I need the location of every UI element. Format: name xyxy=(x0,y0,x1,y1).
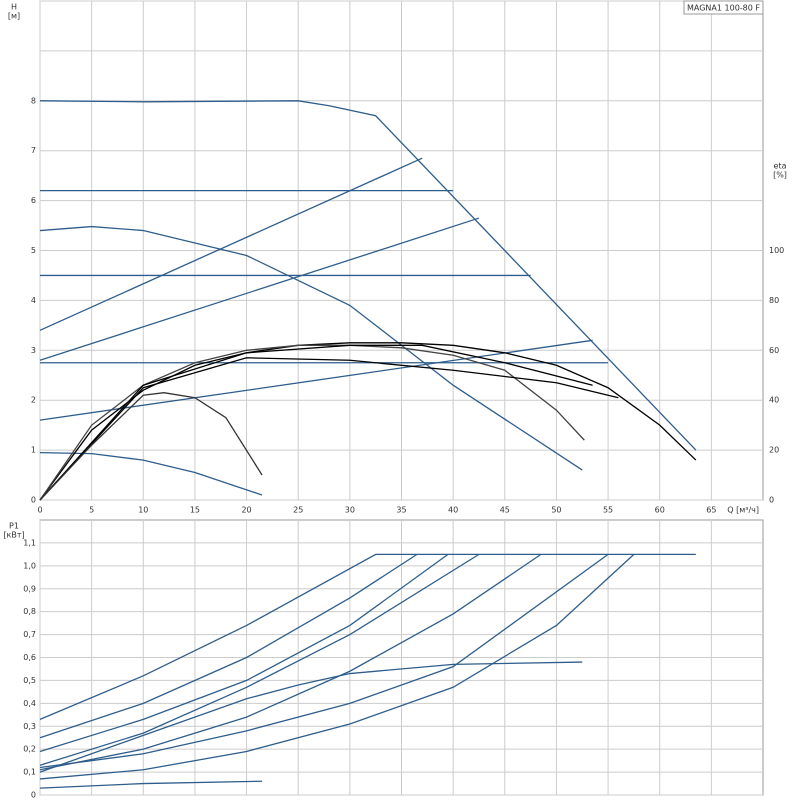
y2-axis-unit: [%] xyxy=(773,171,787,180)
y2-tick-label: 100 xyxy=(769,246,784,255)
y-tick-label: 0 xyxy=(31,791,36,800)
y2-tick-label: 0 xyxy=(769,496,774,505)
y2-tick-label: 60 xyxy=(769,346,779,355)
curve xyxy=(39,100,697,451)
y-axis-unit: [кВт] xyxy=(3,531,24,540)
x-tick-label: 15 xyxy=(190,506,200,515)
y-tick-label: 5 xyxy=(31,246,36,255)
curve xyxy=(39,661,583,773)
curve xyxy=(39,553,635,780)
y-tick-label: 0,5 xyxy=(23,676,36,685)
y-tick-label: 1,1 xyxy=(23,538,36,547)
y2-tick-label: 80 xyxy=(769,296,779,305)
y2-tick-label: 20 xyxy=(769,446,779,455)
curve xyxy=(39,553,418,739)
curve xyxy=(39,553,449,753)
y-axis-unit: [м] xyxy=(8,12,20,21)
y-tick-label: 0,6 xyxy=(23,653,36,662)
y-tick-label: 0 xyxy=(31,496,36,505)
x-tick-label: 20 xyxy=(241,506,251,515)
x-tick-label: 25 xyxy=(293,506,303,515)
x-tick-label: 40 xyxy=(448,506,458,515)
curve xyxy=(39,357,619,501)
x-tick-label: 0 xyxy=(37,506,42,515)
x-axis-label: Q [м³/ч] xyxy=(727,506,759,515)
x-tick-label: 60 xyxy=(655,506,665,515)
x-tick-label: 10 xyxy=(138,506,148,515)
curve xyxy=(39,225,583,471)
y-axis-label: H xyxy=(11,3,17,12)
y-tick-label: 0,9 xyxy=(23,584,36,593)
title-box xyxy=(683,0,764,15)
curve xyxy=(39,553,542,771)
curve xyxy=(39,392,263,501)
x-tick-label: 5 xyxy=(89,506,94,515)
y-tick-label: 3 xyxy=(31,346,36,355)
y-tick-label: 1,0 xyxy=(23,561,36,570)
y-tick-label: 0,3 xyxy=(23,722,36,731)
y-tick-label: 7 xyxy=(31,146,36,155)
y-tick-label: 1 xyxy=(31,446,36,455)
curve xyxy=(39,553,609,769)
y-tick-label: 0,8 xyxy=(23,607,36,616)
curve xyxy=(39,553,480,766)
y-tick-label: 0,1 xyxy=(23,768,36,777)
x-tick-label: 45 xyxy=(500,506,510,515)
x-tick-label: 30 xyxy=(345,506,355,515)
curve xyxy=(39,217,480,361)
y-tick-label: 0,2 xyxy=(23,745,36,754)
y-tick-label: 0,7 xyxy=(23,630,36,639)
y-tick-label: 8 xyxy=(31,96,36,105)
curve xyxy=(39,342,697,501)
curve xyxy=(39,553,696,720)
y2-tick-label: 40 xyxy=(769,396,779,405)
y-tick-label: 2 xyxy=(31,396,36,405)
x-tick-label: 35 xyxy=(396,506,406,515)
y-tick-label: 6 xyxy=(31,196,36,205)
curve xyxy=(39,157,423,331)
x-tick-label: 65 xyxy=(706,506,716,515)
y-axis-label: P1 xyxy=(9,522,19,531)
curve xyxy=(39,780,263,789)
curve xyxy=(39,344,593,501)
x-tick-label: 55 xyxy=(603,506,613,515)
y-tick-label: 4 xyxy=(31,296,36,305)
x-tick-label: 50 xyxy=(551,506,561,515)
y-tick-label: 0,4 xyxy=(23,699,36,708)
y2-axis-label: eta xyxy=(774,162,787,171)
chart-title: MAGNA1 100-80 F xyxy=(687,4,760,13)
